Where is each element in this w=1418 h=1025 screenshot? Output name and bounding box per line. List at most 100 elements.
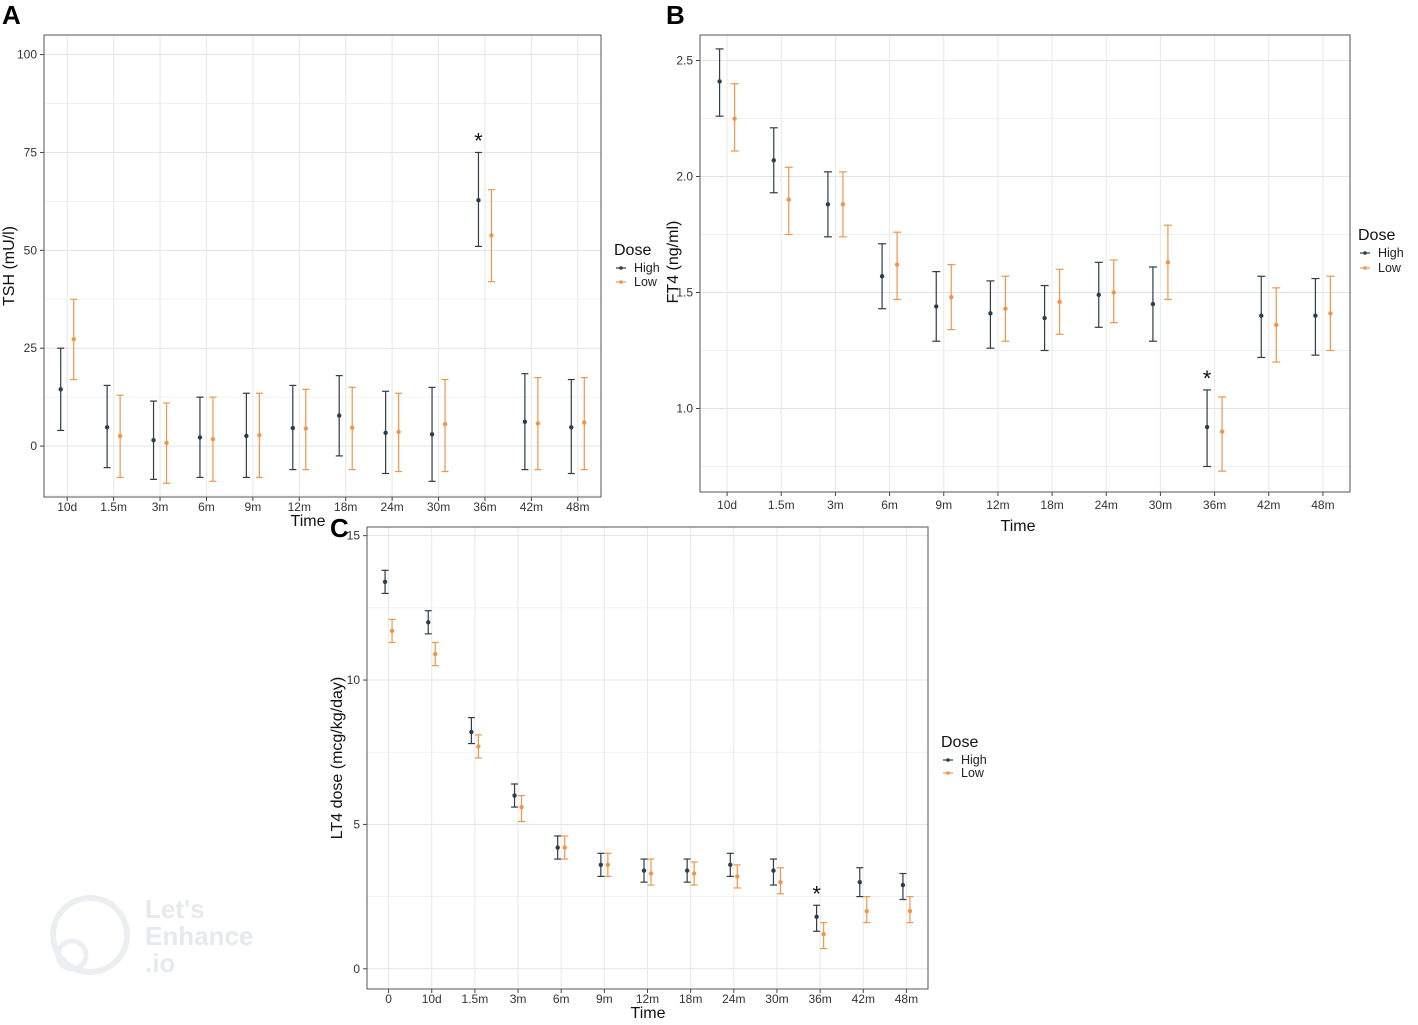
data-point-low [864, 908, 869, 914]
data-point-high [337, 413, 342, 418]
y-tick-label: 1.5 [676, 285, 693, 299]
watermark-dot-icon [55, 938, 89, 972]
watermark-line1: Let's [145, 894, 205, 924]
legend-key-point [1363, 251, 1367, 255]
data-point-high [569, 425, 574, 430]
data-point-low [489, 233, 494, 238]
x-tick-label: 1.5m [462, 992, 489, 1006]
x-tick-label: 30m [1149, 498, 1172, 512]
x-tick-label: 9m [935, 498, 952, 512]
legend-title: Dose [941, 734, 978, 751]
panel-letter: A [2, 0, 21, 30]
x-tick-label: 18m [1040, 498, 1063, 512]
data-point-low [210, 436, 216, 442]
data-point-low [257, 432, 262, 438]
y-tick-label: 2.5 [676, 54, 693, 68]
data-point-high [151, 438, 156, 443]
x-tick-label: 3m [152, 500, 169, 514]
x-tick-label: 10d [717, 498, 737, 512]
data-point-high [771, 868, 776, 873]
data-point-high [382, 579, 388, 585]
data-point-low [582, 420, 587, 425]
data-point-high [814, 914, 819, 920]
y-axis-title: LT4 dose (mcg/kg/day) [329, 677, 346, 839]
x-tick-label: 48m [895, 992, 918, 1006]
y-tick-label: 25 [24, 341, 38, 355]
panel-a-tsh: A 0 25 50 75 100 10d 1.5m 3m 6m 9m 12m 18m 24m 30m 36m 4… [1, 0, 660, 530]
x-tick-label: 6m [553, 992, 570, 1006]
data-point-high [244, 433, 249, 439]
data-point-low [350, 425, 355, 430]
data-point-high [641, 868, 647, 873]
data-point-low [433, 651, 438, 657]
x-tick-label: 3m [510, 992, 527, 1006]
x-tick-label: 30m [765, 992, 788, 1006]
data-point-high [1096, 292, 1101, 298]
data-point-low [786, 197, 791, 202]
y-tick-label: 0 [353, 962, 360, 976]
legend-key-point [619, 280, 623, 284]
plot-background [700, 35, 1350, 492]
data-point-low [735, 874, 740, 879]
plot-border [699, 34, 1351, 493]
x-tick-label: 18m [334, 500, 357, 514]
data-point-high [1313, 313, 1318, 318]
legend-label-high: High [634, 261, 660, 275]
x-tick-label: 18m [679, 992, 702, 1006]
legend-key-point [946, 758, 950, 762]
y-tick-label: 0 [30, 439, 37, 453]
data-point-low [648, 871, 654, 876]
x-tick-label: 36m [473, 500, 496, 514]
data-point-high [469, 729, 474, 735]
legend-key-point [1363, 266, 1367, 270]
data-point-low [1057, 299, 1062, 304]
x-tick-label: 24m [1095, 498, 1118, 512]
x-tick-label: 42m [1257, 498, 1280, 512]
x-tick-label: 36m [1203, 498, 1226, 512]
x-tick-label: 9m [245, 500, 262, 514]
data-point-high [522, 419, 528, 425]
plot-background [44, 35, 601, 497]
legend-label-high: High [961, 753, 987, 767]
x-axis-title: Time [1001, 518, 1036, 535]
data-point-high [197, 435, 203, 440]
data-point-high [555, 845, 560, 850]
data-point-low [605, 862, 611, 868]
data-point-low [519, 804, 524, 810]
x-tick-label: 1.5m [100, 500, 127, 514]
x-tick-label: 48m [1311, 498, 1334, 512]
x-tick-label: 42m [520, 500, 543, 514]
y-axis-title: FT4 (ng/ml) [665, 221, 682, 304]
legend-title: Dose [614, 242, 651, 259]
data-point-low [821, 931, 826, 937]
y-tick-label: 100 [17, 48, 37, 62]
data-point-low [691, 871, 697, 876]
x-tick-label: 0 [385, 992, 392, 1006]
plot-border [43, 34, 602, 498]
x-tick-label: 1.5m [768, 498, 795, 512]
data-point-high [1042, 315, 1047, 321]
data-point-high [1150, 301, 1156, 307]
data-point-high [717, 79, 722, 84]
significance-star: * [474, 128, 483, 153]
panel-letter: B [666, 0, 685, 30]
data-point-low [535, 421, 541, 426]
data-point-high [879, 274, 885, 279]
x-tick-label: 36m [808, 992, 831, 1006]
data-point-high [1259, 313, 1264, 318]
x-tick-label: 12m [288, 500, 311, 514]
y-tick-label: 5 [353, 817, 360, 831]
legend-title: Dose [1358, 227, 1395, 244]
x-tick-label: 48m [566, 500, 589, 514]
data-point-high [58, 387, 63, 392]
data-point-low [1274, 322, 1279, 328]
data-point-high [383, 430, 388, 435]
x-tick-label: 24m [380, 500, 403, 514]
panel-b-ft4: B 1.0 1.5 2.0 2.5 10d 1.5m 3m 6m 9m 12m 18m 24m 30m 36… [665, 0, 1404, 535]
data-point-high [857, 879, 862, 885]
data-point-high [1204, 424, 1210, 430]
significance-star: * [812, 881, 821, 906]
data-point-low [840, 202, 846, 207]
data-point-high [728, 862, 733, 868]
x-tick-label: 9m [596, 992, 613, 1006]
